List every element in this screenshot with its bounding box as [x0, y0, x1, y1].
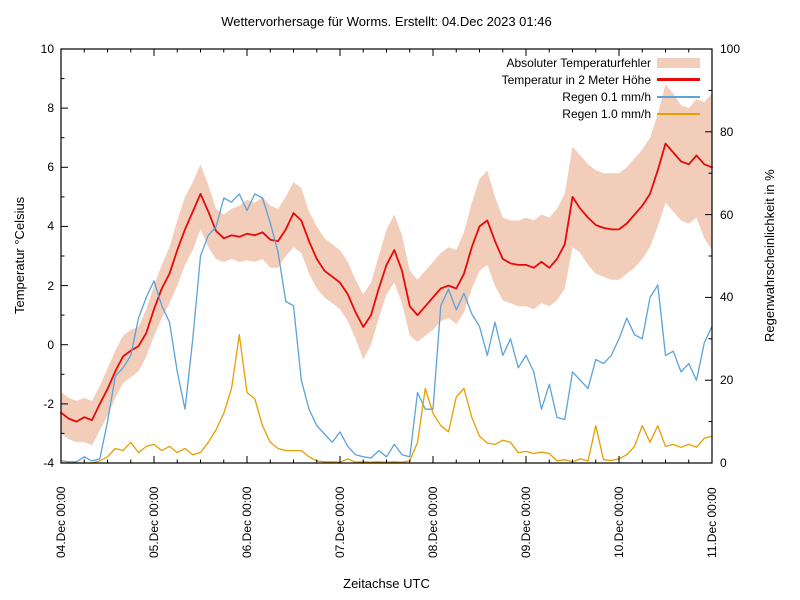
- legend-row: Regen 0.1 mm/h: [562, 88, 700, 105]
- y2-tick-label: 40: [720, 290, 734, 304]
- legend-label: Regen 0.1 mm/h: [562, 89, 651, 104]
- x-tick-label: 05.Dec 00:00: [147, 486, 161, 558]
- y-tick-label: 6: [47, 160, 54, 174]
- y2-tick-label: 0: [720, 456, 727, 470]
- y2-tick-label: 100: [720, 42, 741, 56]
- x-tick-label: 07.Dec 00:00: [333, 486, 347, 558]
- x-tick-label: 09.Dec 00:00: [519, 486, 533, 558]
- legend-label: Temperatur in 2 Meter Höhe: [501, 72, 651, 87]
- y-axis-title: Temperatur °Celsius: [12, 196, 27, 314]
- y-tick-label: 0: [47, 338, 54, 352]
- legend-row: Absoluter Temperaturfehler: [506, 54, 700, 71]
- rain01-line-swatch: [657, 95, 700, 98]
- y-tick-label: 8: [47, 101, 54, 115]
- y-tick-label: 10: [40, 42, 54, 56]
- legend-row: Regen 1.0 mm/h: [562, 105, 700, 122]
- x-tick-label: 04.Dec 00:00: [54, 486, 68, 558]
- rain10-line-swatch: [657, 112, 700, 115]
- legend-row: Temperatur in 2 Meter Höhe: [502, 71, 700, 88]
- y2-tick-label: 20: [720, 373, 734, 387]
- x-tick-label: 11.Dec 00:00: [705, 487, 719, 559]
- temperature-line-swatch: [657, 78, 700, 81]
- y-tick-label: 4: [47, 219, 54, 233]
- x-tick-label: 08.Dec 00:00: [426, 486, 440, 558]
- y2-tick-label: 80: [720, 125, 734, 139]
- x-tick-label: 10.Dec 00:00: [612, 486, 626, 558]
- x-tick-label: 06.Dec 00:00: [240, 486, 254, 558]
- legend-label: Regen 1.0 mm/h: [562, 106, 651, 121]
- y-tick-label: -2: [43, 397, 54, 411]
- error-band-swatch: [657, 57, 700, 68]
- y-tick-label: 2: [47, 279, 54, 293]
- x-axis-title: Zeitachse UTC: [343, 576, 430, 591]
- legend: Absoluter Temperaturfehler Temperatur in…: [502, 54, 700, 122]
- chart-title: Wettervorhersage für Worms. Erstellt: 04…: [221, 14, 552, 29]
- legend-label: Absoluter Temperaturfehler: [506, 55, 651, 70]
- y-tick-label: -4: [43, 456, 54, 470]
- y2-tick-label: 60: [720, 208, 734, 222]
- y2-axis-title: Regenwahrscheinlichkeit in %: [762, 169, 777, 342]
